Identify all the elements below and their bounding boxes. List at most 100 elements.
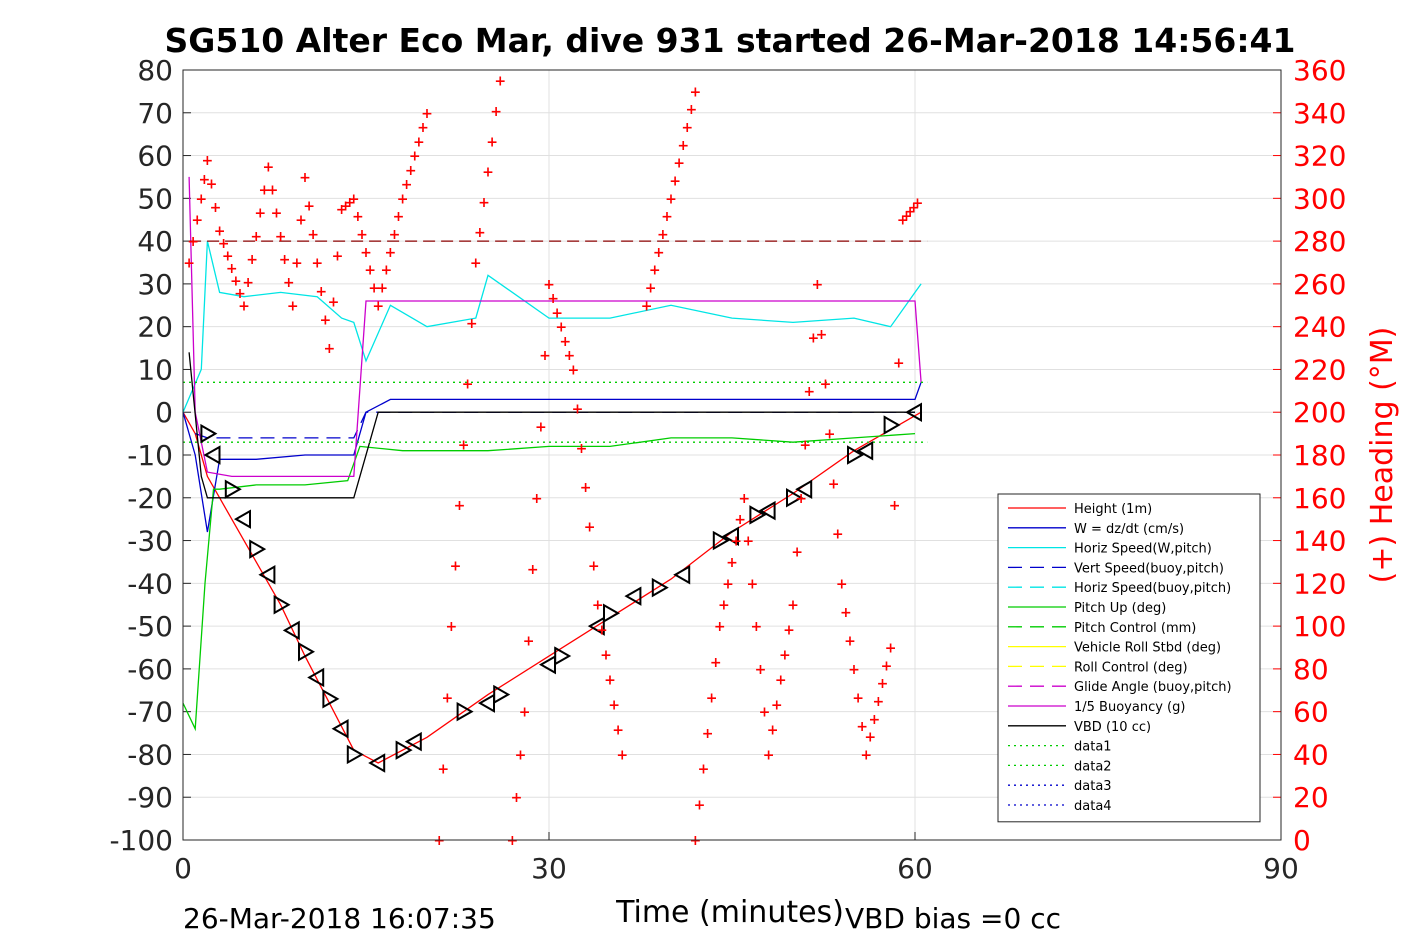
- heading-point: +: [372, 298, 384, 314]
- heading-point: +: [389, 227, 401, 243]
- heading-point: +: [401, 177, 413, 193]
- heading-point: +: [864, 730, 876, 746]
- vbd-marker: [554, 646, 572, 666]
- heading-point: +: [437, 762, 449, 778]
- vbd-marker: [587, 616, 605, 636]
- legend-label: Height (1m): [1074, 502, 1152, 517]
- heading-point: +: [417, 120, 429, 136]
- heading-point: +: [840, 605, 852, 621]
- heading-point: +: [458, 437, 470, 453]
- heading-point: +: [710, 655, 722, 671]
- vbd-marker: [624, 586, 642, 606]
- heading-point: +: [206, 176, 218, 192]
- heading-point: +: [364, 263, 376, 279]
- y-right-tick-label: 20: [1293, 781, 1329, 814]
- y-right-tick-label: 260: [1293, 268, 1346, 301]
- heading-point: +: [848, 662, 860, 678]
- y-right-tick-label: 340: [1293, 97, 1346, 130]
- heading-point: +: [218, 236, 230, 252]
- heading-point: +: [263, 159, 275, 175]
- vbd-marker: [493, 684, 511, 705]
- vbd-marker: [368, 753, 386, 773]
- heading-point: +: [409, 149, 421, 165]
- y-right-tick-label: 40: [1293, 738, 1329, 771]
- heading-point: +: [665, 191, 677, 207]
- heading-point: +: [543, 277, 555, 293]
- vbd-marker: [795, 479, 813, 499]
- heading-point: +: [515, 747, 527, 763]
- vbd-marker: [249, 539, 267, 559]
- y-axis-right-label: (+) Heading (°M): [1365, 327, 1400, 584]
- heading-point: +: [836, 576, 848, 592]
- heading-point: +: [210, 200, 222, 216]
- y-tick-label: -100: [109, 824, 173, 857]
- heading-point: +: [657, 227, 669, 243]
- heading-point: +: [820, 377, 832, 393]
- heading-point: +: [771, 698, 783, 714]
- y-tick-label: 30: [137, 268, 173, 301]
- heading-point: +: [722, 576, 734, 592]
- legend-label: VBD (10 cc): [1074, 720, 1151, 735]
- y-tick-label: 10: [137, 353, 173, 386]
- heading-point: +: [653, 245, 665, 261]
- heading-point: +: [873, 694, 885, 710]
- heading-point: +: [222, 248, 234, 264]
- heading-point: +: [592, 598, 604, 614]
- vbd-marker: [538, 654, 556, 675]
- heading-point: +: [279, 252, 291, 268]
- x-axis: 0 30 60 90: [174, 832, 1299, 885]
- heading-point: +: [893, 355, 905, 371]
- heading-point: +: [246, 252, 258, 268]
- heading-point: +: [812, 277, 824, 293]
- footer-timestamp: 26-Mar-2018 16:07:35: [183, 902, 496, 935]
- y-right-tick-label: 360: [1293, 54, 1346, 87]
- legend-label: Pitch Up (deg): [1074, 601, 1166, 616]
- vbd-marker: [200, 423, 218, 444]
- vbd-marker: [224, 479, 242, 499]
- vbd-marker: [456, 701, 474, 722]
- vbd-marker: [847, 445, 865, 465]
- heading-point: +: [380, 263, 392, 279]
- y-right-tick-label: 80: [1293, 653, 1329, 686]
- heading-point: +: [340, 198, 352, 214]
- heading-point: +: [303, 198, 315, 214]
- series-line-5: [188, 176, 922, 478]
- heading-point: +: [844, 633, 856, 649]
- heading-point: +: [413, 134, 425, 150]
- heading-point: +: [250, 229, 262, 245]
- heading-point: +: [356, 227, 368, 243]
- y-right-tick-label: 300: [1293, 182, 1346, 215]
- heading-point: +: [807, 330, 819, 346]
- vbd-marker: [322, 689, 340, 709]
- heading-point: +: [580, 480, 592, 496]
- heading-point: +: [584, 519, 596, 535]
- y-tick-label: -70: [127, 696, 173, 729]
- vbd-marker: [673, 565, 691, 585]
- heading-point: +: [759, 705, 771, 721]
- heading-point: +: [315, 284, 327, 300]
- y-right-tick-label: 160: [1293, 482, 1346, 515]
- y-tick-label: -50: [127, 610, 173, 643]
- y-right-tick-label: 60: [1293, 696, 1329, 729]
- heading-point: +: [751, 619, 763, 635]
- vbd-marker: [282, 620, 300, 641]
- heading-point: +: [690, 833, 702, 849]
- vbd-marker: [477, 693, 495, 713]
- heading-point: +: [649, 263, 661, 279]
- x-tick-label: 90: [1263, 852, 1299, 885]
- vbd-marker: [298, 642, 316, 662]
- y-right-tick-label: 120: [1293, 567, 1346, 600]
- heading-point: +: [824, 427, 836, 443]
- y-right-tick-label: 280: [1293, 225, 1346, 258]
- heading-point: +: [673, 156, 685, 172]
- vbd-marker: [786, 488, 804, 508]
- y-right-tick-label: 220: [1293, 353, 1346, 386]
- heading-point: +: [661, 209, 673, 225]
- heading-point: +: [202, 153, 214, 169]
- heading-point: +: [912, 196, 924, 212]
- heading-point: +: [901, 208, 913, 224]
- series-line-3: [194, 411, 915, 439]
- heading-point: +: [519, 705, 531, 721]
- vbd-marker: [758, 500, 776, 521]
- heading-point: +: [588, 559, 600, 575]
